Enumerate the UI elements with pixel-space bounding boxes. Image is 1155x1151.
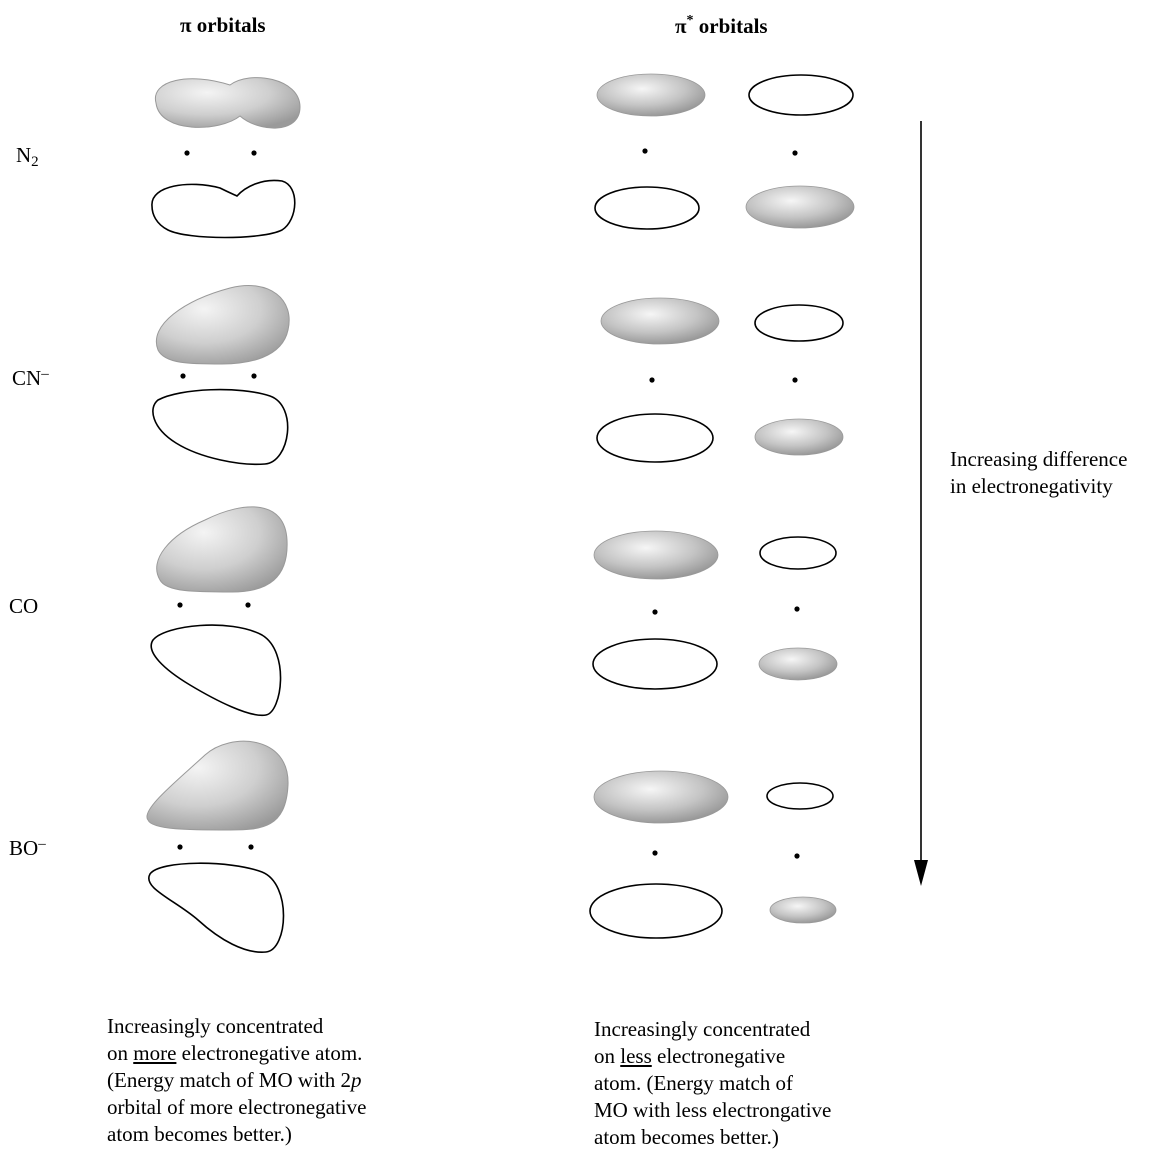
bo-pi-lower-lobe: [147, 862, 285, 953]
n2-pistar-shaded-lower: [745, 185, 855, 229]
bo-pistar-shaded-lower: [769, 896, 837, 924]
pi-note-emphasis: more: [133, 1041, 177, 1065]
pi-note-italic: p: [350, 1068, 362, 1092]
pistar-note-text: on: [594, 1044, 621, 1068]
cn-pistar-open-lower: [596, 413, 714, 463]
trend-arrow-head: [914, 860, 928, 886]
pistar-note-line: on less electronegative: [594, 1043, 831, 1070]
n2-pistar-shaded-upper: [596, 73, 706, 117]
bo-pistar-atom-dot-right: [794, 853, 800, 859]
co-pistar-open-lower: [592, 638, 718, 690]
bo-pistar-open-lower: [589, 883, 723, 939]
pi-note-line: (Energy match of MO with 2p: [107, 1067, 366, 1094]
bo-pistar-atom-dot-left: [652, 850, 658, 856]
arrow-label-line: in electronegativity: [950, 474, 1113, 498]
molecule-charge: –: [41, 366, 49, 382]
arrow-label-line: Increasing difference: [950, 447, 1128, 471]
bo-pi-atom-dot-left: [177, 844, 183, 850]
pi-note: Increasingly concentrated on more electr…: [107, 1013, 366, 1148]
n2-pistar-open-lower: [594, 186, 700, 230]
co-pistar-open-upper: [759, 536, 837, 570]
pi-symbol: π: [180, 13, 192, 37]
pi-note-text: on: [107, 1041, 134, 1065]
pistar-symbol: π: [675, 14, 687, 38]
n2-pi-upper-lobe: [154, 77, 301, 129]
pi-orbitals-heading: π orbitals: [180, 13, 266, 38]
molecule-formula: N: [16, 143, 32, 167]
bo-pi-atom-dot-right: [248, 844, 254, 850]
co-pi-lower-lobe: [150, 624, 282, 717]
pi-heading-label: orbitals: [196, 13, 266, 37]
cn-pi-atom-dot-left: [180, 373, 186, 379]
cn-pistar-shaded-upper: [600, 297, 720, 345]
pistar-note: Increasingly concentrated on less electr…: [594, 1016, 831, 1151]
co-pi-atom-dot-right: [245, 602, 251, 608]
molecule-formula: CN: [12, 366, 42, 390]
pistar-heading-label: orbitals: [698, 14, 768, 38]
bo-pi-upper-lobe: [146, 740, 289, 831]
molecule-formula: BO: [9, 836, 39, 860]
n2-pi-atom-dot-left: [184, 150, 190, 156]
pistar-note-line: atom becomes better.): [594, 1125, 779, 1149]
cn-pistar-shaded-lower: [754, 418, 844, 456]
co-pi-upper-lobe: [156, 506, 288, 593]
pi-note-line: atom becomes better.): [107, 1122, 292, 1146]
pistar-note-text: electronegative: [651, 1044, 786, 1068]
cn-pistar-open-upper: [754, 304, 844, 342]
cn-pi-upper-lobe: [155, 285, 290, 365]
molecule-subscript: 2: [31, 154, 39, 170]
pistar-note-line: MO with less electrongative: [594, 1098, 832, 1122]
co-pistar-atom-dot-left: [652, 609, 658, 615]
n2-pi-atom-dot-right: [251, 150, 257, 156]
arrow-label: Increasing difference in electronegativi…: [950, 446, 1127, 500]
pi-note-line: orbital of more electronegative: [107, 1095, 367, 1119]
cn-pi-atom-dot-right: [251, 373, 257, 379]
molecule-formula: CO: [9, 594, 39, 618]
co-pistar-shaded-lower: [758, 647, 838, 681]
co-pi-atom-dot-left: [177, 602, 183, 608]
pi-note-line: on more electronegative atom.: [107, 1040, 366, 1067]
bo-pistar-shaded-upper: [593, 770, 729, 824]
molecule-charge: –: [38, 836, 46, 852]
pistar-superscript: *: [686, 13, 694, 28]
cn-pistar-atom-dot-left: [649, 377, 655, 383]
co-pistar-shaded-upper: [593, 530, 719, 580]
pistar-orbitals-heading: π* orbitals: [675, 13, 768, 39]
pi-note-text: electronegative atom.: [176, 1041, 363, 1065]
co-pistar-atom-dot-right: [794, 606, 800, 612]
n2-pistar-atom-dot-left: [642, 148, 648, 154]
cn-pi-lower-lobe: [152, 388, 289, 466]
cn-pistar-atom-dot-right: [792, 377, 798, 383]
molecule-label-bo: BO–: [9, 836, 46, 861]
n2-pi-lower-lobe: [151, 179, 296, 239]
molecule-label-n2: N2: [16, 143, 39, 171]
molecule-label-cn: CN–: [12, 366, 49, 391]
n2-pistar-atom-dot-right: [792, 150, 798, 156]
pi-note-text: (Energy match of MO with 2: [107, 1068, 351, 1092]
pistar-note-emphasis: less: [620, 1044, 652, 1068]
n2-pistar-open-upper: [748, 74, 854, 116]
molecule-label-co: CO: [9, 594, 38, 619]
pistar-note-line: Increasingly concentrated: [594, 1017, 811, 1041]
pi-note-line: Increasingly concentrated: [107, 1014, 324, 1038]
bo-pistar-open-upper: [766, 782, 834, 810]
pistar-note-line: atom. (Energy match of: [594, 1071, 794, 1095]
